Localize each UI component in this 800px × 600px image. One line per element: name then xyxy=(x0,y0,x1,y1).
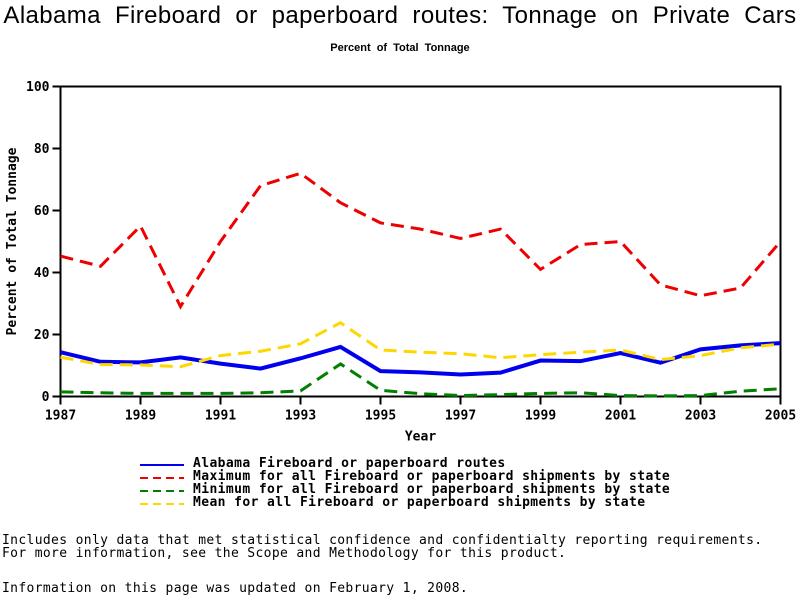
legend-label: Mean for all Fireboard or paperboard shi… xyxy=(193,495,646,510)
page-title: Alabama Fireboard or paperboard routes: … xyxy=(3,2,797,29)
legend-item: Maximum for all Fireboard or paperboard … xyxy=(139,469,671,484)
y-axis-tick-label: 0 xyxy=(42,390,50,405)
series-line-3 xyxy=(60,320,781,369)
legend-swatch xyxy=(140,502,184,505)
legend-label: Maximum for all Fireboard or paperboard … xyxy=(193,469,671,484)
x-axis-tick-label: 2001 xyxy=(605,409,636,424)
x-axis-tick-label: 2003 xyxy=(685,409,716,424)
y-axis-tick-label: 20 xyxy=(34,328,50,343)
x-axis-tick-label: 1997 xyxy=(445,409,476,424)
legend-label: Minimum for all Fireboard or paperboard … xyxy=(193,482,671,497)
legend-swatch xyxy=(140,463,184,466)
legend-item: Mean for all Fireboard or paperboard shi… xyxy=(139,495,670,510)
legend-label: Alabama Fireboard or paperboard routes xyxy=(193,456,506,471)
x-axis-tick-label: 1995 xyxy=(365,409,396,424)
y-axis-tick-label: 60 xyxy=(34,204,50,219)
y-axis-title: Percent of Total Tonnage xyxy=(5,147,20,335)
chart-canvas: 0 20 40 60 80 100 1987 1989 1991 1993 1995 1997 1999… xyxy=(5,80,796,445)
footnote-line-1: Includes only data that met statistical … xyxy=(2,533,763,548)
legend-swatch xyxy=(140,489,184,492)
legend-swatch xyxy=(140,476,184,479)
chart-subtitle: Percent of Total Tonnage xyxy=(330,42,470,54)
legend-item: Minimum for all Fireboard or paperboard … xyxy=(139,482,671,497)
legend-item: Alabama Fireboard or paperboard routes xyxy=(139,456,670,471)
x-axis-tick-label: 2005 xyxy=(765,409,796,424)
x-axis-tick-label: 1987 xyxy=(45,409,76,424)
updated-date-line: Information on this page was updated on … xyxy=(2,581,469,596)
y-axis-tick-label: 100 xyxy=(26,80,50,95)
x-axis-tick-label: 1993 xyxy=(285,409,316,424)
plot-frame xyxy=(59,85,782,398)
chart-legend: Alabama Fireboard or paperboard routes Ma… xyxy=(139,456,671,510)
series-line-2 xyxy=(60,362,781,398)
series-line-1 xyxy=(60,171,782,310)
x-axis-tick-label: 1991 xyxy=(205,409,236,424)
series-line-0 xyxy=(60,341,781,377)
y-axis-tick-label: 40 xyxy=(34,266,50,281)
x-axis-tick-label: 1999 xyxy=(525,409,556,424)
x-axis-title: Year xyxy=(405,430,436,445)
y-axis-tick-label: 80 xyxy=(34,142,50,157)
x-axis-tick-label: 1989 xyxy=(125,409,156,424)
footnote-line-2: For more information, see the Scope and … xyxy=(2,546,567,561)
